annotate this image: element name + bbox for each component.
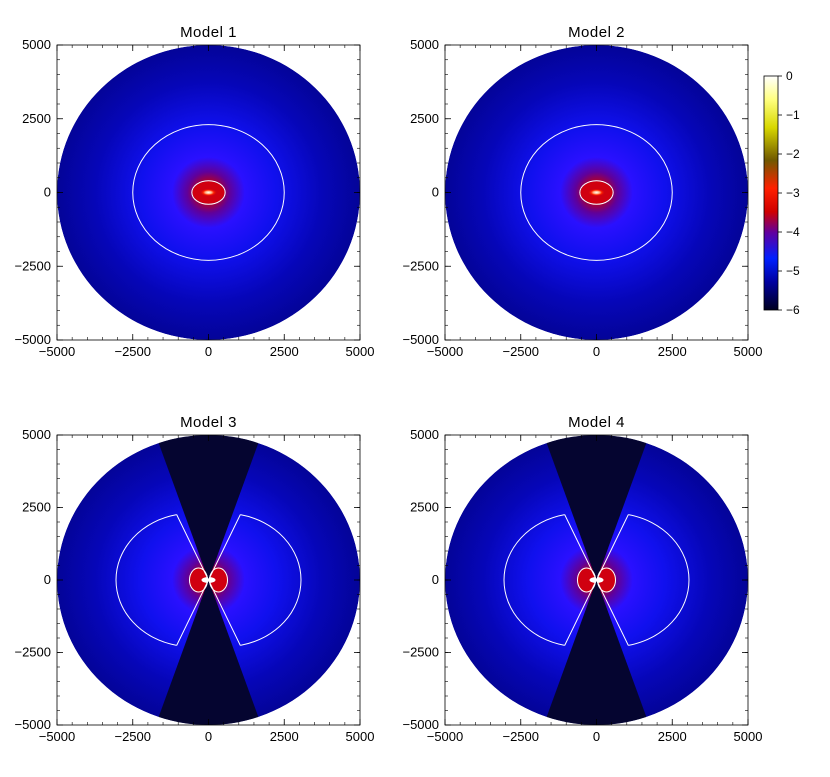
y-tick-label: 0	[432, 572, 439, 587]
colorbar-tick-label: −2	[786, 147, 800, 161]
contour-outer	[132, 124, 285, 261]
x-tick-label: −2500	[502, 344, 539, 359]
x-tick-label: 5000	[734, 344, 763, 359]
colorbar-bar	[763, 75, 779, 311]
y-tick-label: −2500	[14, 258, 51, 273]
contour-outer-left	[503, 514, 565, 646]
x-tick-label: −5000	[427, 729, 464, 744]
colorbar-tick-label: −6	[786, 303, 800, 317]
cavity-top	[129, 435, 288, 580]
y-tick-label: −5000	[402, 332, 439, 347]
colorbar-tick-label: −4	[786, 225, 800, 239]
contour-inner-right	[209, 567, 228, 593]
x-tick-label: 5000	[346, 344, 375, 359]
colorbar-tick-label: −5	[786, 264, 800, 278]
y-tick-label: 5000	[22, 37, 51, 52]
contour-outer-left	[115, 514, 177, 646]
core-lobe-right	[209, 568, 228, 592]
contour-inner	[579, 180, 614, 205]
core-lobe-left	[577, 568, 596, 592]
contour-inner-left	[577, 567, 596, 593]
x-tick-label: 5000	[346, 729, 375, 744]
y-tick-label: 0	[44, 572, 51, 587]
y-tick-label: −5000	[14, 332, 51, 347]
y-tick-label: −2500	[402, 258, 439, 273]
contour-outer-right	[240, 514, 302, 646]
colorbar-tick-label: −3	[786, 186, 800, 200]
x-tick-label: −5000	[427, 344, 464, 359]
disk-content	[57, 45, 360, 340]
x-tick-label: 0	[205, 344, 212, 359]
core-lobe-left	[189, 568, 208, 592]
panel-2: −5000 −2500 0 2500 5000 −5000 −2500 0 2500 5000 Mo…	[402, 24, 762, 359]
panel-4: −5000 −2500 0 2500 5000 −5000 −2500 0 2500 5000 Mo…	[402, 414, 763, 744]
core-peak	[199, 188, 218, 197]
disk-content	[445, 435, 748, 725]
core-lobe-right	[597, 568, 616, 592]
x-tick-label: −2500	[114, 729, 151, 744]
x-tick-label: 0	[593, 344, 600, 359]
y-tick-label: −2500	[402, 645, 439, 660]
y-tick-label: −5000	[14, 717, 51, 732]
x-tick-label: 5000	[734, 729, 763, 744]
panel-title: Model 1	[180, 24, 237, 41]
x-tick-label: −5000	[39, 344, 76, 359]
y-tick-label: 5000	[22, 427, 51, 442]
y-tick-label: 5000	[410, 37, 439, 52]
core-peak	[587, 188, 606, 197]
x-tick-label: −5000	[39, 729, 76, 744]
x-tick-label: 2500	[658, 729, 687, 744]
x-tick-label: 2500	[270, 344, 299, 359]
panels: −5000 −2500 0 2500 5000 −5000 −2500 0 2500 5000 Mo…	[14, 24, 763, 744]
x-tick-label: 0	[593, 729, 600, 744]
cavity-bottom	[129, 580, 288, 725]
colorbar-tick-label: 0	[786, 69, 793, 83]
panel-title: Model 4	[568, 414, 625, 431]
y-tick-label: −2500	[14, 645, 51, 660]
disk-content	[445, 45, 748, 340]
panel-1: −5000 −2500 0 2500 5000 −5000 −2500 0 2500 5000 Mo…	[14, 24, 374, 359]
contour-inner-right	[597, 567, 616, 593]
y-tick-label: −5000	[402, 717, 439, 732]
cavity-top	[517, 435, 676, 580]
y-tick-label: 0	[432, 185, 439, 200]
y-tick-label: 2500	[410, 111, 439, 126]
contour-inner-left	[189, 567, 208, 593]
x-tick-label: 0	[205, 729, 212, 744]
colorbar: 0 −1 −2 −3 −4 −5 −6	[763, 69, 800, 317]
y-tick-label: 0	[44, 185, 51, 200]
y-tick-label: 2500	[410, 500, 439, 515]
y-tick-label: 2500	[22, 111, 51, 126]
disk-content	[57, 435, 360, 725]
x-tick-label: 2500	[658, 344, 687, 359]
panel-title: Model 2	[568, 24, 625, 41]
x-tick-label: −2500	[502, 729, 539, 744]
y-tick-label: 5000	[410, 427, 439, 442]
panel-3: −5000 −2500 0 2500 5000 −5000 −2500 0 2500 5000 Mo…	[14, 414, 375, 744]
contour-outer-right	[628, 514, 690, 646]
contour-inner	[191, 180, 226, 205]
x-tick-label: −2500	[114, 344, 151, 359]
contour-outer	[520, 124, 673, 261]
panel-title: Model 3	[180, 414, 237, 431]
x-tick-label: 2500	[270, 729, 299, 744]
colorbar-tick-label: −1	[786, 108, 800, 122]
y-tick-label: 2500	[22, 500, 51, 515]
cavity-bottom	[517, 580, 676, 725]
